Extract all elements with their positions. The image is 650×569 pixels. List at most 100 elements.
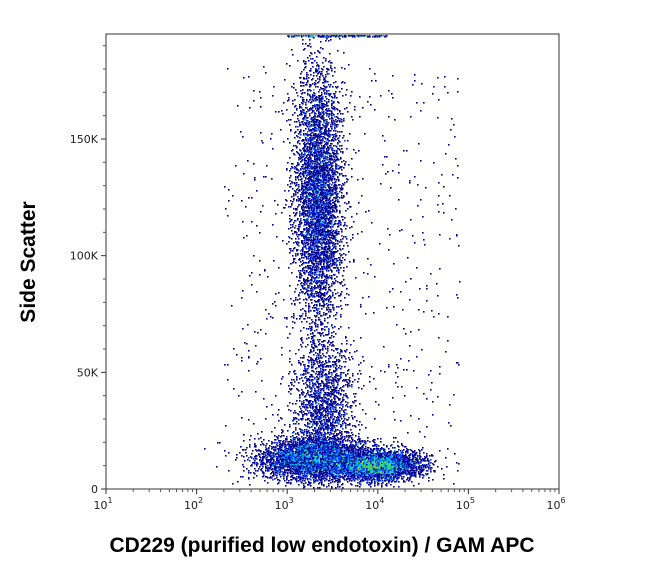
data-point (312, 175, 314, 177)
data-point (329, 298, 331, 300)
data-point (339, 184, 341, 186)
data-point (309, 384, 311, 386)
data-point (333, 134, 335, 136)
data-point (332, 403, 334, 405)
data-point (319, 333, 321, 335)
data-point (311, 199, 313, 201)
data-point (323, 212, 325, 214)
data-point (324, 225, 326, 227)
data-point (321, 229, 323, 231)
data-point (310, 204, 312, 206)
data-point (287, 184, 289, 186)
data-point (311, 62, 313, 64)
data-point (327, 226, 329, 228)
data-point (294, 231, 296, 233)
data-point (308, 211, 310, 213)
data-point (312, 224, 314, 226)
data-point (306, 84, 308, 86)
data-point (333, 154, 335, 156)
data-point (336, 179, 338, 181)
data-point (342, 137, 344, 139)
data-point (320, 264, 322, 266)
data-point (311, 139, 313, 141)
data-point (305, 193, 307, 195)
data-point (343, 120, 345, 122)
data-point (318, 152, 320, 154)
data-point (319, 170, 321, 172)
data-point (298, 190, 300, 192)
data-point (330, 177, 332, 179)
data-point (306, 160, 308, 162)
data-point (314, 174, 316, 176)
data-point (326, 388, 328, 390)
data-point (323, 364, 325, 366)
data-point (290, 439, 292, 441)
data-point (309, 380, 311, 382)
data-point (320, 132, 322, 134)
data-point (295, 412, 297, 414)
data-point (340, 260, 342, 262)
data-point (334, 251, 336, 253)
data-point (336, 373, 338, 375)
data-point (324, 415, 326, 417)
data-point (345, 450, 347, 452)
data-point (299, 173, 301, 175)
data-point (323, 255, 325, 257)
data-point (318, 212, 320, 214)
data-point (334, 282, 336, 284)
data-point (304, 406, 306, 408)
data-point (314, 158, 316, 160)
data-point (317, 252, 319, 254)
data-point (316, 220, 318, 222)
data-point (316, 228, 318, 230)
data-point (331, 374, 333, 376)
data-point (316, 151, 318, 153)
data-point (318, 142, 320, 144)
data-point (340, 316, 342, 318)
data-point (308, 212, 310, 214)
data-point (349, 454, 351, 456)
data-point (316, 167, 318, 169)
data-point (306, 163, 308, 165)
data-point (327, 426, 329, 428)
data-point (297, 449, 299, 451)
data-point (332, 176, 334, 178)
data-point (306, 258, 308, 260)
data-point (319, 220, 321, 222)
data-point (333, 426, 335, 428)
data-point (296, 189, 298, 191)
data-point (316, 149, 318, 151)
data-point (308, 240, 310, 242)
data-point (321, 294, 323, 296)
data-point (315, 432, 317, 434)
data-point (310, 189, 312, 191)
data-point (331, 111, 333, 113)
data-point (308, 297, 310, 299)
data-point (335, 217, 337, 219)
data-point (333, 331, 335, 333)
data-point (325, 412, 327, 414)
data-point (322, 107, 324, 109)
data-point (308, 187, 310, 189)
data-point (298, 224, 300, 226)
data-point (352, 358, 354, 360)
data-point (339, 360, 341, 362)
data-point (301, 321, 303, 323)
data-point (318, 418, 320, 420)
data-point (325, 249, 327, 251)
data-point (310, 185, 312, 187)
data-point (326, 225, 328, 227)
data-point (318, 223, 320, 225)
data-point (307, 368, 309, 370)
data-point (323, 172, 325, 174)
data-point (296, 250, 298, 252)
data-point (324, 326, 326, 328)
data-point (320, 217, 322, 219)
data-point (331, 207, 333, 209)
data-point (318, 120, 320, 122)
data-point (324, 86, 326, 88)
data-point (304, 424, 306, 426)
data-point (302, 188, 304, 190)
data-point (322, 367, 324, 369)
data-point (324, 449, 326, 451)
